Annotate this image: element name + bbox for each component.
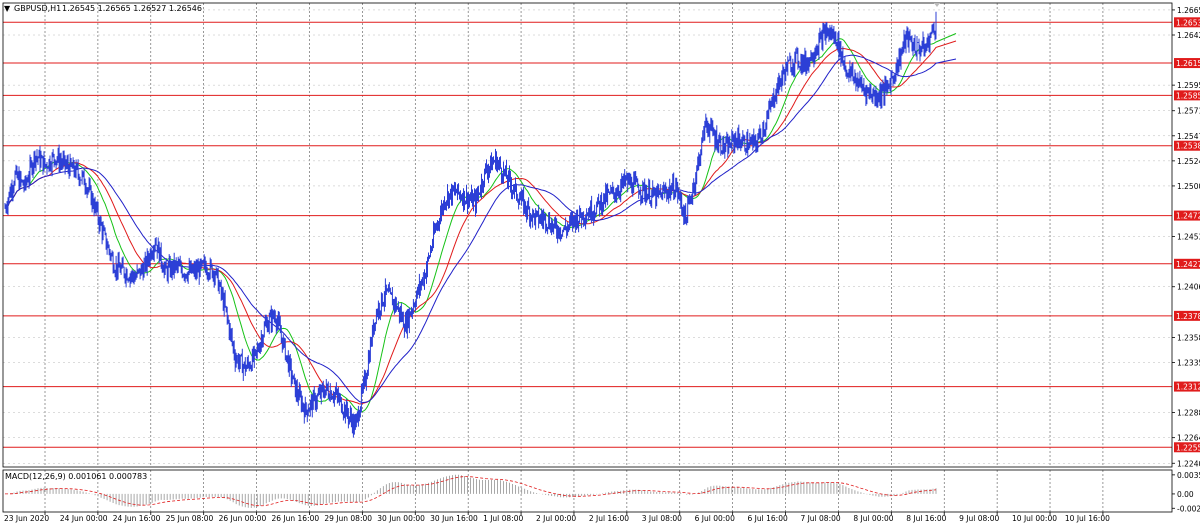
price-axis: 1.26655 1.26420 1.25950 1.25710 1.25475 1.252… xyxy=(1172,6,1200,513)
symbol-dropdown-icon[interactable]: ▼ xyxy=(4,4,11,13)
price-tick-label: 1.26655 xyxy=(1177,6,1200,15)
time-tick-label: 7 Jul 08:00 xyxy=(800,514,840,523)
grid-lines xyxy=(3,3,1172,512)
time-tick-label: 23 Jun 2020 xyxy=(4,514,49,523)
time-tick-label: 6 Jul 00:00 xyxy=(695,514,735,523)
chart-header: ▼ GBPUSD,H1 1.26545 1.26565 1.26527 1.26… xyxy=(4,4,202,481)
chart-frame xyxy=(2,2,1173,513)
level-price-label: 1.25854 xyxy=(1176,91,1200,100)
price-tick-label: 1.23350 xyxy=(1177,358,1200,367)
macd-pane-frame xyxy=(2,469,1173,513)
support-resistance-levels: 1.26539 1.26157 1.25854 1.25382 1.24727 1.242… xyxy=(3,17,1200,453)
level-tag xyxy=(1174,310,1200,321)
price-tick-label: 1.25950 xyxy=(1177,81,1200,90)
level-tag xyxy=(1174,258,1200,269)
price-tick-label: 1.22645 xyxy=(1177,434,1200,443)
price-tick-label: 1.26420 xyxy=(1177,31,1200,40)
level-price-label: 1.25382 xyxy=(1176,142,1200,151)
macd-signal-line xyxy=(5,476,937,507)
level-tag xyxy=(1174,58,1200,69)
time-tick-label: 26 Jun 00:00 xyxy=(219,514,267,523)
price-tick-label: 1.25475 xyxy=(1177,132,1200,141)
price-tick-label: 1.23585 xyxy=(1177,333,1200,342)
time-tick-label: 1 Jul 08:00 xyxy=(483,514,523,523)
price-tick-label: 1.24530 xyxy=(1177,233,1200,242)
price-tick-label: 1.22880 xyxy=(1177,409,1200,418)
level-tag xyxy=(1174,140,1200,151)
macd-pane xyxy=(5,474,937,508)
macd-histogram xyxy=(7,474,937,508)
candles xyxy=(4,11,937,438)
level-price-label: 1.26539 xyxy=(1176,18,1200,27)
time-tick-label: 8 Jul 16:00 xyxy=(906,514,946,523)
time-tick-label: 8 Jul 00:00 xyxy=(853,514,893,523)
candle-wicks xyxy=(4,11,937,438)
time-tick-label: 3 Jul 08:00 xyxy=(642,514,682,523)
level-price-label: 1.24275 xyxy=(1176,260,1200,269)
macd-label: MACD(12,26,9) 0.001061 0.000783 xyxy=(5,472,147,481)
time-tick-label: 6 Jul 16:00 xyxy=(748,514,788,523)
time-tick-label: 29 Jun 08:00 xyxy=(324,514,372,523)
symbol-label: GBPUSD,H1 xyxy=(14,4,61,13)
level-price-label: 1.23124 xyxy=(1176,383,1200,392)
level-price-label: 1.23787 xyxy=(1176,312,1200,321)
macd-tick-label: 0.003585 xyxy=(1177,471,1200,480)
level-tag xyxy=(1174,210,1200,221)
time-tick-label: 30 Jun 16:00 xyxy=(430,514,478,523)
ma-mid-line xyxy=(4,40,957,405)
macd-tick-label: 0.00 xyxy=(1177,490,1194,499)
macd-tick-label: -0.00270 xyxy=(1177,504,1200,513)
level-price-label: 1.22555 xyxy=(1176,443,1200,452)
level-tag xyxy=(1174,17,1200,28)
level-tag xyxy=(1174,381,1200,392)
ohlc-readout: 1.26545 1.26565 1.26527 1.26546 xyxy=(62,4,202,13)
level-price-label: 1.24727 xyxy=(1176,212,1200,221)
price-tick-label: 1.25240 xyxy=(1177,157,1200,166)
price-tick-label: 1.22405 xyxy=(1177,459,1200,468)
price-tick-label: 1.24060 xyxy=(1177,283,1200,292)
shift-marker-icon xyxy=(934,3,940,7)
time-axis: 23 Jun 2020 24 Jun 00:00 24 Jun 16:00 25 Ju… xyxy=(4,512,1110,523)
time-tick-label: 30 Jun 00:00 xyxy=(377,514,425,523)
time-tick-label: 10 Jul 16:00 xyxy=(1065,514,1110,523)
level-price-label: 1.26157 xyxy=(1176,59,1200,68)
time-tick-label: 9 Jul 08:00 xyxy=(959,514,999,523)
level-tag xyxy=(1174,90,1200,101)
time-tick-label: 24 Jun 16:00 xyxy=(113,514,161,523)
level-tag xyxy=(1174,442,1200,453)
time-tick-label: 25 Jun 08:00 xyxy=(166,514,214,523)
price-tick-label: 1.25005 xyxy=(1177,182,1200,191)
time-tick-label: 26 Jun 16:00 xyxy=(271,514,319,523)
time-tick-label: 2 Jul 16:00 xyxy=(589,514,629,523)
price-pane-frame xyxy=(2,2,1173,468)
price-tick-label: 1.25710 xyxy=(1177,107,1200,116)
time-tick-label: 10 Jul 00:00 xyxy=(1012,514,1057,523)
time-tick-label: 24 Jun 00:00 xyxy=(60,514,108,523)
time-tick-label: 2 Jul 00:00 xyxy=(536,514,576,523)
